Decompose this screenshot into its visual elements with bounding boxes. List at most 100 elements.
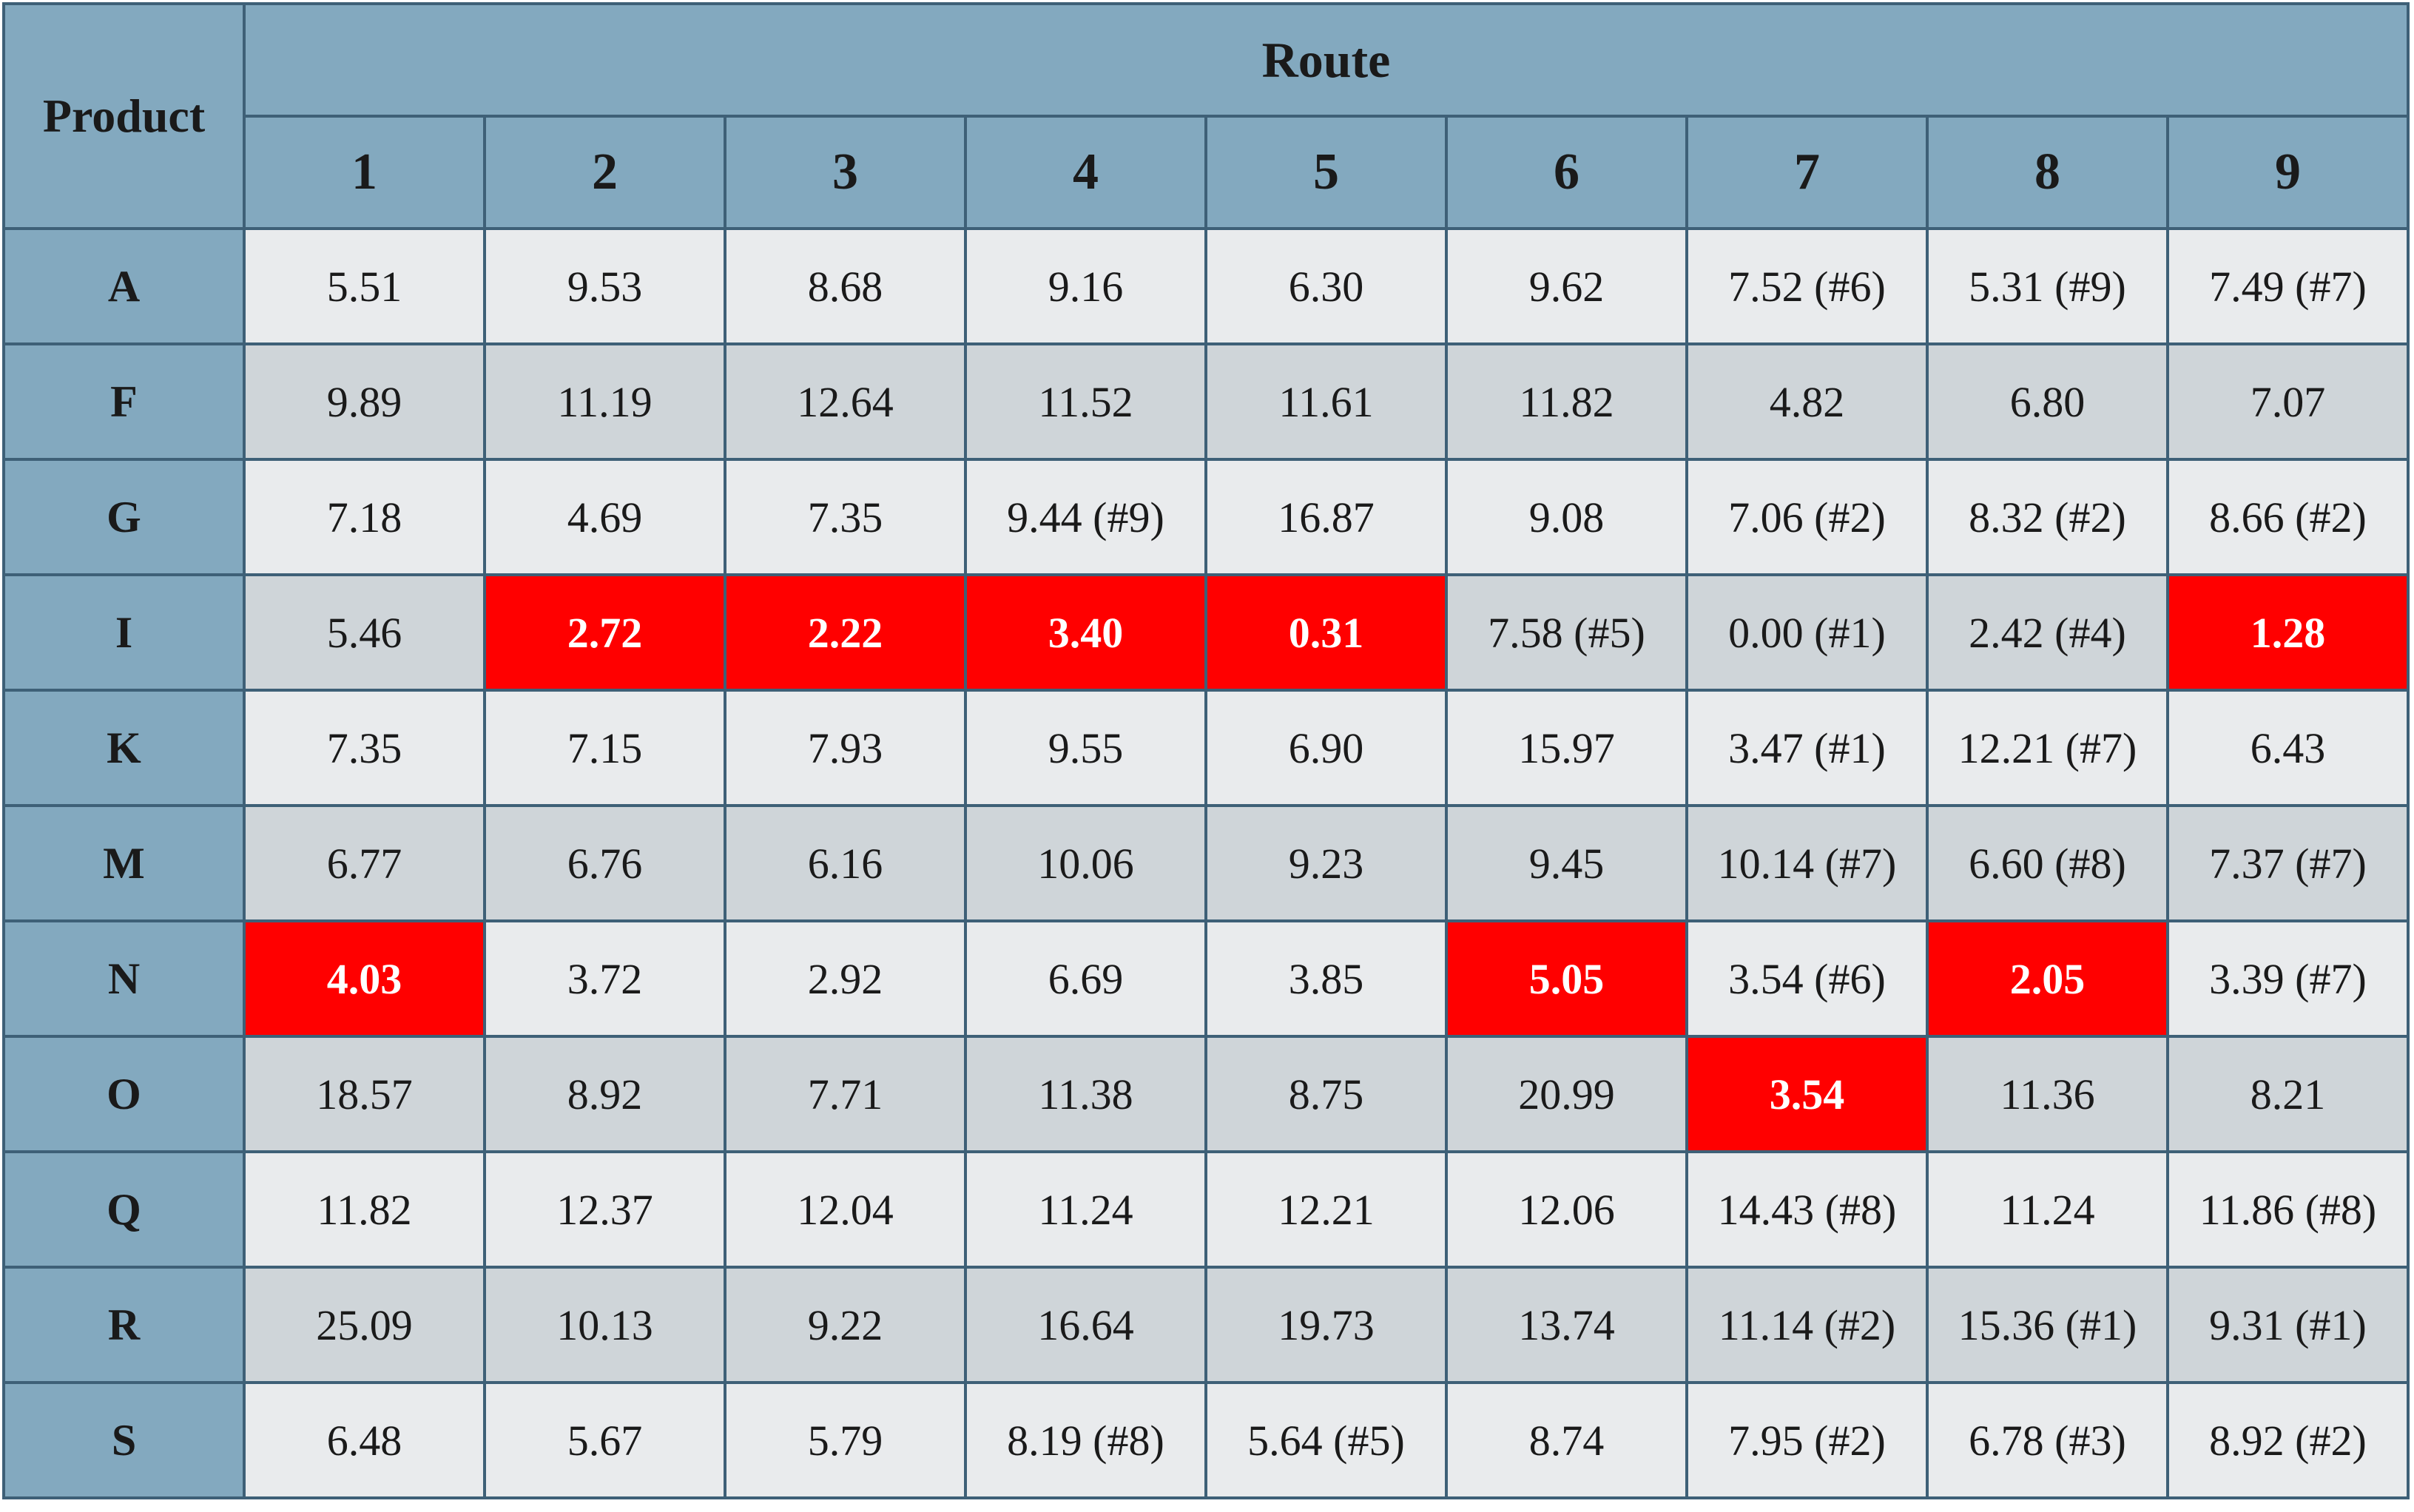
value-cell: 19.73 [1204, 1266, 1448, 1384]
route-number-header: 5 [1204, 115, 1448, 230]
highlighted-value-cell: 5.05 [1445, 919, 1688, 1038]
value-cell: 9.22 [724, 1266, 967, 1384]
value-cell: 9.44 (#9) [964, 458, 1207, 576]
value-cell: 8.68 [724, 227, 967, 345]
value-cell: 7.58 (#5) [1445, 573, 1688, 692]
value-cell: 12.04 [724, 1150, 967, 1269]
table-row: A 5.51 9.53 8.68 9.16 6.30 9.62 7.52 (#6) 5.31 (… [2, 227, 2410, 345]
value-cell: 7.71 [724, 1035, 967, 1153]
product-label: O [2, 1035, 246, 1153]
value-cell: 3.47 (#1) [1685, 689, 1929, 807]
highlighted-value-cell: 3.40 [964, 573, 1207, 692]
table-row: S 6.48 5.67 5.79 8.19 (#8) 5.64 (#5) 8.74 7.95 … [2, 1381, 2410, 1499]
table-row: F 9.89 11.19 12.64 11.52 11.61 11.82 4.82 6.80 7.… [2, 342, 2410, 461]
product-label: N [2, 919, 246, 1038]
value-cell: 6.43 [2166, 689, 2410, 807]
product-label: S [2, 1381, 246, 1499]
value-cell: 2.42 (#4) [1926, 573, 2169, 692]
product-label: R [2, 1266, 246, 1384]
value-cell: 8.66 (#2) [2166, 458, 2410, 576]
route-number-header: 9 [2166, 115, 2410, 230]
product-label: Q [2, 1150, 246, 1269]
value-cell: 5.64 (#5) [1204, 1381, 1448, 1499]
highlighted-value-cell: 2.22 [724, 573, 967, 692]
value-cell: 11.86 (#8) [2166, 1150, 2410, 1269]
value-cell: 0.00 (#1) [1685, 573, 1929, 692]
value-cell: 7.95 (#2) [1685, 1381, 1929, 1499]
product-label: G [2, 458, 246, 576]
value-cell: 2.92 [724, 919, 967, 1038]
highlighted-value-cell: 1.28 [2166, 573, 2410, 692]
value-cell: 6.16 [724, 804, 967, 922]
value-cell: 12.37 [483, 1150, 726, 1269]
value-cell: 6.80 [1926, 342, 2169, 461]
value-cell: 6.77 [243, 804, 486, 922]
value-cell: 20.99 [1445, 1035, 1688, 1153]
value-cell: 3.39 (#7) [2166, 919, 2410, 1038]
route-number-header: 6 [1445, 115, 1688, 230]
highlighted-value-cell: 4.03 [243, 919, 486, 1038]
value-cell: 6.76 [483, 804, 726, 922]
value-cell: 10.06 [964, 804, 1207, 922]
value-cell: 16.64 [964, 1266, 1207, 1384]
value-cell: 11.24 [964, 1150, 1207, 1269]
value-cell: 11.52 [964, 342, 1207, 461]
value-cell: 7.18 [243, 458, 486, 576]
value-cell: 9.16 [964, 227, 1207, 345]
route-number-header: 2 [483, 115, 726, 230]
value-cell: 8.74 [1445, 1381, 1688, 1499]
value-cell: 11.24 [1926, 1150, 2169, 1269]
value-cell: 12.21 [1204, 1150, 1448, 1269]
value-cell: 9.45 [1445, 804, 1688, 922]
value-cell: 4.82 [1685, 342, 1929, 461]
value-cell: 9.89 [243, 342, 486, 461]
route-number-header: 8 [1926, 115, 2169, 230]
value-cell: 9.23 [1204, 804, 1448, 922]
value-cell: 7.35 [724, 458, 967, 576]
value-cell: 5.79 [724, 1381, 967, 1499]
route-group-header: Route [243, 2, 2410, 118]
value-cell: 5.46 [243, 573, 486, 692]
value-cell: 3.85 [1204, 919, 1448, 1038]
highlighted-value-cell: 2.72 [483, 573, 726, 692]
value-cell: 7.35 [243, 689, 486, 807]
route-number-header: 1 [243, 115, 486, 230]
value-cell: 12.06 [1445, 1150, 1688, 1269]
value-cell: 8.21 [2166, 1035, 2410, 1153]
value-cell: 12.64 [724, 342, 967, 461]
value-cell: 9.31 (#1) [2166, 1266, 2410, 1384]
value-cell: 14.43 (#8) [1685, 1150, 1929, 1269]
value-cell: 8.19 (#8) [964, 1381, 1207, 1499]
table-row: M 6.77 6.76 6.16 10.06 9.23 9.45 10.14 (#7) 6.60… [2, 804, 2410, 922]
value-cell: 6.30 [1204, 227, 1448, 345]
value-cell: 13.74 [1445, 1266, 1688, 1384]
product-label: F [2, 342, 246, 461]
value-cell: 11.82 [1445, 342, 1688, 461]
value-cell: 7.15 [483, 689, 726, 807]
value-cell: 6.48 [243, 1381, 486, 1499]
value-cell: 10.13 [483, 1266, 726, 1384]
highlighted-value-cell: 2.05 [1926, 919, 2169, 1038]
value-cell: 5.31 (#9) [1926, 227, 2169, 345]
value-cell: 11.19 [483, 342, 726, 461]
table-row: K 7.35 7.15 7.93 9.55 6.90 15.97 3.47 (#1) 12.21… [2, 689, 2410, 807]
product-column-header: Product [2, 2, 246, 230]
table-row: R 25.09 10.13 9.22 16.64 19.73 13.74 11.14 (#2)… [2, 1266, 2410, 1384]
value-cell: 3.54 (#6) [1685, 919, 1929, 1038]
highlighted-value-cell: 0.31 [1204, 573, 1448, 692]
product-label: I [2, 573, 246, 692]
header-row-top: Product Route [2, 2, 2410, 230]
table-body: A 5.51 9.53 8.68 9.16 6.30 9.62 7.52 (#6) 5.31 (… [2, 227, 2410, 1499]
value-cell: 6.69 [964, 919, 1207, 1038]
value-cell: 11.82 [243, 1150, 486, 1269]
value-cell: 6.60 (#8) [1926, 804, 2169, 922]
value-cell: 15.36 (#1) [1926, 1266, 2169, 1384]
value-cell: 11.14 (#2) [1685, 1266, 1929, 1384]
table-row: Q 11.82 12.37 12.04 11.24 12.21 12.06 14.43 (#8… [2, 1150, 2410, 1269]
value-cell: 7.06 (#2) [1685, 458, 1929, 576]
value-cell: 7.37 (#7) [2166, 804, 2410, 922]
route-number-header: 4 [964, 115, 1207, 230]
route-number-header: 3 [724, 115, 967, 230]
